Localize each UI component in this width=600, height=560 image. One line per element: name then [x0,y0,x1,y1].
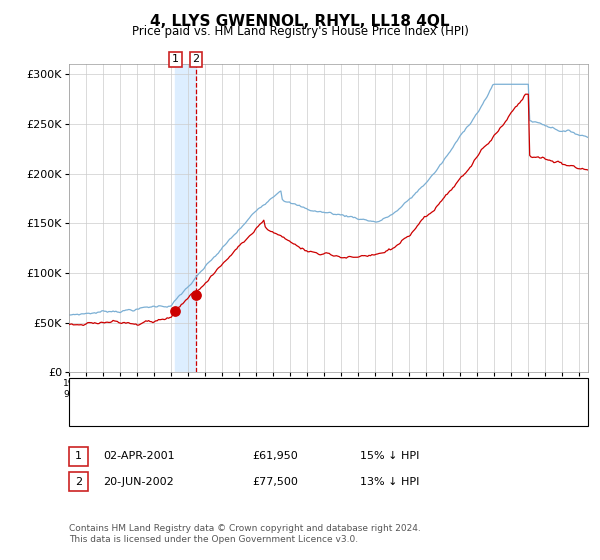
Text: Price paid vs. HM Land Registry's House Price Index (HPI): Price paid vs. HM Land Registry's House … [131,25,469,38]
Point [170,306,180,315]
Text: 4, LLYS GWENNOL, RHYL, LL18 4QL: 4, LLYS GWENNOL, RHYL, LL18 4QL [150,14,450,29]
Text: Contains HM Land Registry data © Crown copyright and database right 2024.
This d: Contains HM Land Registry data © Crown c… [69,524,421,544]
Point [191,291,201,300]
Text: 20-JUN-2002: 20-JUN-2002 [103,477,174,487]
Text: £77,500: £77,500 [252,477,298,487]
Bar [175,64,196,372]
Text: 13% ↓ HPI: 13% ↓ HPI [360,477,419,487]
Text: 4, LLYS GWENNOL, RHYL, LL18 4QL (detached house): 4, LLYS GWENNOL, RHYL, LL18 4QL (detache… [118,386,416,396]
Text: 2: 2 [193,54,200,64]
Text: 2: 2 [75,477,82,487]
Text: 02-APR-2001: 02-APR-2001 [103,451,175,461]
Text: 1: 1 [172,54,179,64]
Text: 15% ↓ HPI: 15% ↓ HPI [360,451,419,461]
Text: 1: 1 [75,451,82,461]
Text: £61,950: £61,950 [252,451,298,461]
Text: HPI: Average price, detached house, Denbighshire: HPI: Average price, detached house, Denb… [118,407,399,417]
